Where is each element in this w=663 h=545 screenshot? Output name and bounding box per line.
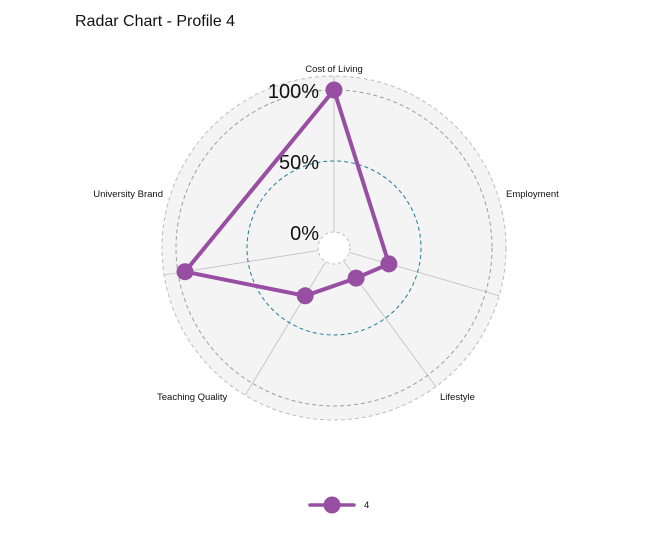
axis-label-1: Employment bbox=[506, 189, 559, 200]
series-line bbox=[183, 88, 391, 298]
axis-labels: Cost of Living Employment Lifestyle Teachin… bbox=[93, 64, 559, 403]
series-point-4 bbox=[176, 263, 194, 281]
axis-label-4: University Brand bbox=[93, 189, 163, 200]
legend-marker bbox=[323, 496, 341, 514]
axis-label-0: Cost of Living bbox=[305, 64, 363, 75]
axis-label-3: Teaching Quality bbox=[157, 392, 227, 403]
series-point-1 bbox=[380, 255, 398, 273]
radial-tick-labels: 0% 50% 100% bbox=[268, 81, 319, 245]
radar-series-layer bbox=[176, 81, 398, 305]
series-point-0 bbox=[325, 81, 343, 99]
series-point-3 bbox=[296, 287, 314, 305]
legend: 4 bbox=[308, 496, 369, 514]
radar-grid bbox=[161, 75, 507, 421]
spoke-3 bbox=[244, 261, 327, 396]
grid-ring-0 bbox=[317, 231, 351, 265]
legend-label: 4 bbox=[364, 500, 369, 511]
radial-tick-label-1: 50% bbox=[279, 152, 319, 174]
spoke-1 bbox=[349, 252, 500, 297]
series-point-2 bbox=[347, 269, 365, 287]
axis-label-2: Lifestyle bbox=[440, 392, 475, 403]
radial-tick-label-0: 0% bbox=[290, 223, 319, 245]
grid-ring-50 bbox=[246, 160, 422, 336]
radial-tick-label-2: 100% bbox=[268, 81, 319, 103]
chart-title: Radar Chart - Profile 4 bbox=[75, 13, 235, 30]
